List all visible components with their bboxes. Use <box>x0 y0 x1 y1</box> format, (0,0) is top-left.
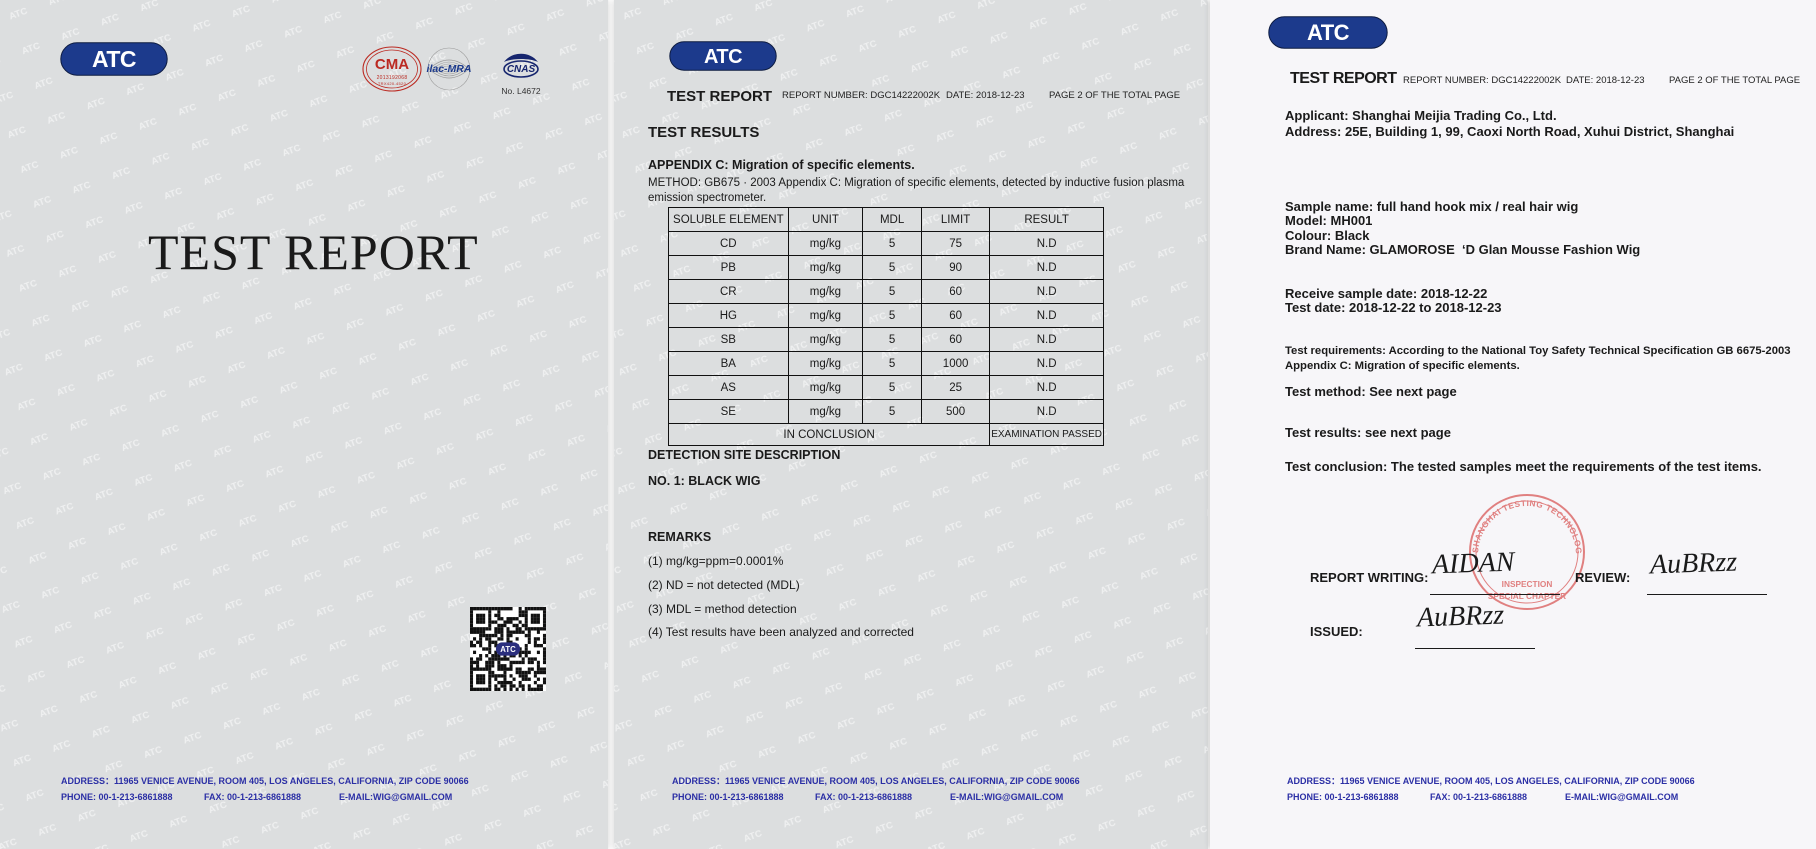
svg-text:ATC: ATC <box>1307 20 1350 45</box>
svg-text:TRX420-4520: TRX420-4520 <box>378 81 407 86</box>
svg-text:No. L4672: No. L4672 <box>501 86 540 96</box>
svg-text:CMA: CMA <box>375 56 409 73</box>
svg-text:ATC: ATC <box>704 46 742 68</box>
svg-text:CNAS: CNAS <box>507 64 536 75</box>
svg-text:ATC: ATC <box>500 645 515 654</box>
svg-text:ilac-MRA: ilac-MRA <box>427 63 472 75</box>
svg-text:INSPECTION: INSPECTION <box>1502 579 1553 589</box>
svg-text:ATC: ATC <box>92 46 136 72</box>
svg-text:SHANGHAI TESTING TECHNOLOGY CO: SHANGHAI TESTING TECHNOLOGY CO.,LTD <box>1468 493 1584 555</box>
